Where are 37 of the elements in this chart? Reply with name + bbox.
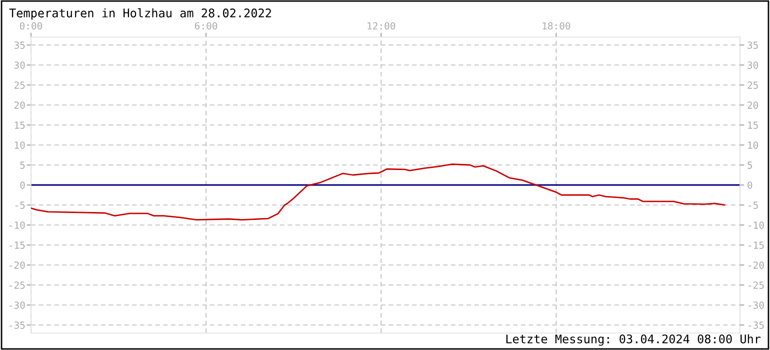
y2-tick-label: -20 xyxy=(748,262,764,269)
line-series xyxy=(31,164,726,220)
y2-tick-label: -5 xyxy=(748,202,758,209)
y2-tick-label: -30 xyxy=(748,302,764,309)
y-tick-label: 30 xyxy=(14,62,25,69)
y-tick-label: 25 xyxy=(14,82,25,89)
y2-tick-label: 5 xyxy=(748,162,752,169)
y-tick-label: -15 xyxy=(10,242,25,249)
y2-tick-label: 25 xyxy=(748,82,758,89)
x-tick-label: 18:00 xyxy=(542,22,570,30)
y-tick-label: 5 xyxy=(20,162,25,169)
y2-tick-label: -25 xyxy=(748,282,764,289)
chart-title: Temperaturen in Holzhau am 28.02.2022 xyxy=(9,8,271,20)
x-tick-label: 12:00 xyxy=(368,22,396,30)
x-tick-label: 0:00 xyxy=(20,22,42,30)
y2-tick-label: 15 xyxy=(748,122,758,129)
y-tick-label: -25 xyxy=(10,282,25,289)
y-tick-label: 35 xyxy=(14,42,25,49)
y2-tick-label: 0 xyxy=(748,182,752,189)
y-tick-label: -5 xyxy=(15,202,25,209)
y-tick-label: -20 xyxy=(10,262,25,269)
y-tick-label: 10 xyxy=(14,142,25,149)
y2-tick-label: 30 xyxy=(748,62,758,69)
y2-tick-label: -15 xyxy=(748,242,764,249)
y-tick-label: 20 xyxy=(14,102,25,109)
y2-tick-label: -35 xyxy=(748,322,764,329)
y-tick-label: -30 xyxy=(10,302,25,309)
y-tick-label: -35 xyxy=(10,322,25,329)
y-tick-label: 0 xyxy=(20,182,25,189)
y-tick-label: -10 xyxy=(10,222,25,229)
y2-tick-label: 20 xyxy=(748,102,758,109)
y2-tick-label: 35 xyxy=(748,42,758,49)
text: Letzte Messung: 03.04.2024 08:00 Uhr xyxy=(506,334,761,346)
y2-tick-label: 10 xyxy=(748,142,758,149)
y-tick-label: 15 xyxy=(14,122,25,129)
x-tick-label: 6:00 xyxy=(194,22,218,30)
y2-tick-label: -10 xyxy=(748,222,764,229)
